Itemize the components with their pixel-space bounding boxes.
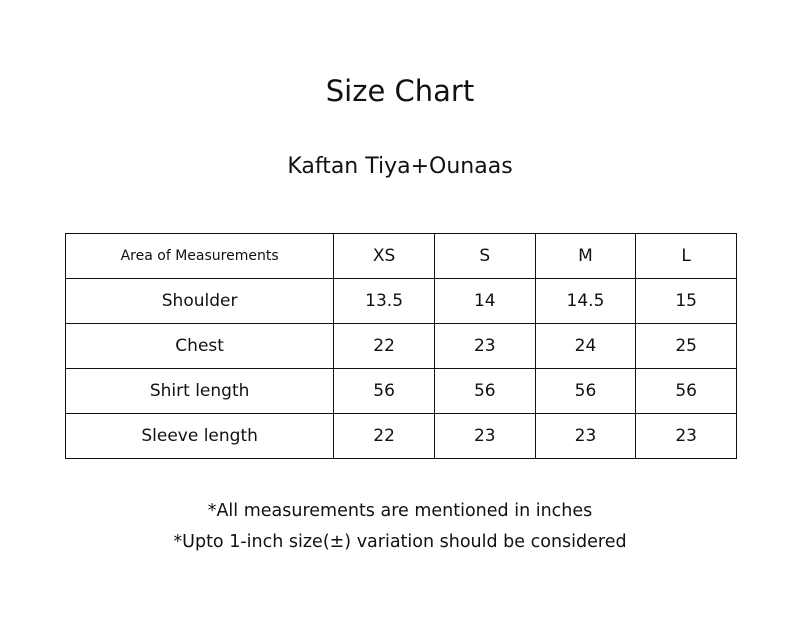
note-units: *All measurements are mentioned in inche… <box>207 501 593 521</box>
notes: *All measurements are mentioned in inche… <box>0 496 800 558</box>
table-header-row: Area of Measurements XS S M L <box>64 233 737 279</box>
column-header: S <box>433 233 536 279</box>
page-title: Size Chart <box>325 74 475 108</box>
table-cell: 15 <box>635 278 737 324</box>
table-cell: 56 <box>635 368 737 414</box>
table-cell: 56 <box>433 368 536 414</box>
table-cell: 23 <box>534 413 637 459</box>
table-cell: 22 <box>333 413 435 459</box>
table-cell: 24 <box>534 323 637 369</box>
table-cell: 23 <box>635 413 737 459</box>
table-row: Sleeve length 22 23 23 23 <box>64 413 737 459</box>
table-cell: 56 <box>534 368 637 414</box>
product-name: Kaftan Tiya+Ounaas <box>287 154 513 179</box>
column-header: Area of Measurements <box>64 233 335 279</box>
table-cell: 22 <box>333 323 435 369</box>
row-label: Chest <box>64 323 335 369</box>
column-header: XS <box>333 233 435 279</box>
table-row: Shoulder 13.5 14 14.5 15 <box>64 278 737 324</box>
table-cell: 13.5 <box>333 278 435 324</box>
table-cell: 14 <box>433 278 536 324</box>
table-cell: 23 <box>433 323 536 369</box>
table-cell: 25 <box>635 323 737 369</box>
column-header: L <box>635 233 737 279</box>
row-label: Shoulder <box>64 278 335 324</box>
table-row: Chest 22 23 24 25 <box>64 323 737 369</box>
column-header: M <box>534 233 637 279</box>
table-cell: 23 <box>433 413 536 459</box>
table-cell: 56 <box>333 368 435 414</box>
table-cell: 14.5 <box>534 278 637 324</box>
table-row: Shirt length 56 56 56 56 <box>64 368 737 414</box>
size-chart-table: Area of Measurements XS S M L Shoulder 1… <box>64 233 737 459</box>
note-variation: *Upto 1-inch size(±) variation should be… <box>173 532 627 552</box>
row-label: Shirt length <box>64 368 335 414</box>
row-label: Sleeve length <box>64 413 335 459</box>
